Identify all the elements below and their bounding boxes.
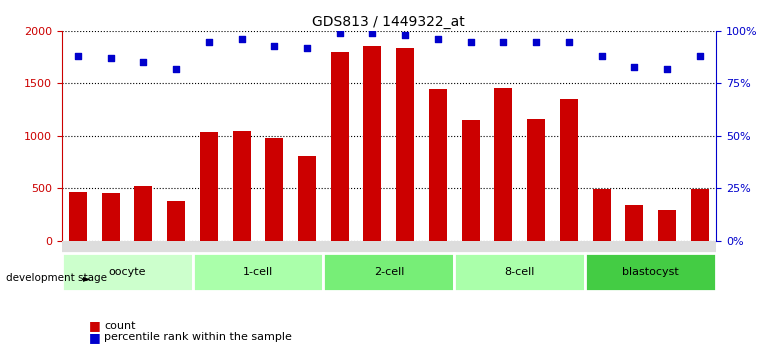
Point <box>137 60 149 65</box>
Point <box>105 56 117 61</box>
Bar <box>135 186 152 241</box>
Text: oocyte: oocyte <box>109 267 146 277</box>
Bar <box>560 99 578 241</box>
Point <box>661 66 673 71</box>
Bar <box>200 132 218 241</box>
Bar <box>462 120 480 241</box>
Point <box>628 64 641 69</box>
Bar <box>233 131 250 241</box>
Bar <box>527 119 545 241</box>
Point <box>72 53 84 59</box>
Bar <box>658 210 676 241</box>
Point <box>563 39 575 44</box>
Point <box>432 37 444 42</box>
Point <box>595 53 608 59</box>
Text: 2-cell: 2-cell <box>373 267 404 277</box>
FancyBboxPatch shape <box>585 253 716 291</box>
Bar <box>691 189 708 241</box>
Point <box>530 39 542 44</box>
FancyBboxPatch shape <box>323 253 454 291</box>
Point <box>333 30 346 36</box>
Point <box>497 39 510 44</box>
Text: 8-cell: 8-cell <box>504 267 535 277</box>
Point <box>694 53 706 59</box>
Text: percentile rank within the sample: percentile rank within the sample <box>104 333 292 342</box>
Point <box>236 37 248 42</box>
Point <box>301 45 313 51</box>
Text: blastocyst: blastocyst <box>622 267 679 277</box>
Bar <box>593 189 611 241</box>
Point <box>399 32 411 38</box>
Title: GDS813 / 1449322_at: GDS813 / 1449322_at <box>313 14 465 29</box>
Bar <box>363 46 381 241</box>
Text: count: count <box>104 321 136 331</box>
Bar <box>494 88 512 241</box>
Bar <box>625 205 643 241</box>
Bar <box>167 201 185 241</box>
Text: 1-cell: 1-cell <box>243 267 273 277</box>
Text: development stage: development stage <box>6 273 107 283</box>
Bar <box>102 194 119 241</box>
Bar <box>298 156 316 241</box>
Bar <box>397 48 414 241</box>
Text: ■: ■ <box>89 319 100 333</box>
Bar <box>69 193 87 241</box>
Text: ■: ■ <box>89 331 100 344</box>
FancyBboxPatch shape <box>454 253 585 291</box>
Point <box>203 39 215 44</box>
Bar <box>331 52 349 241</box>
FancyBboxPatch shape <box>62 253 192 291</box>
Point <box>268 43 280 49</box>
Bar <box>429 89 447 241</box>
FancyBboxPatch shape <box>192 253 323 291</box>
Point <box>170 66 182 71</box>
Bar <box>266 138 283 241</box>
Text: ►: ► <box>83 273 91 283</box>
FancyBboxPatch shape <box>62 241 716 253</box>
Point <box>464 39 477 44</box>
Point <box>367 30 379 36</box>
